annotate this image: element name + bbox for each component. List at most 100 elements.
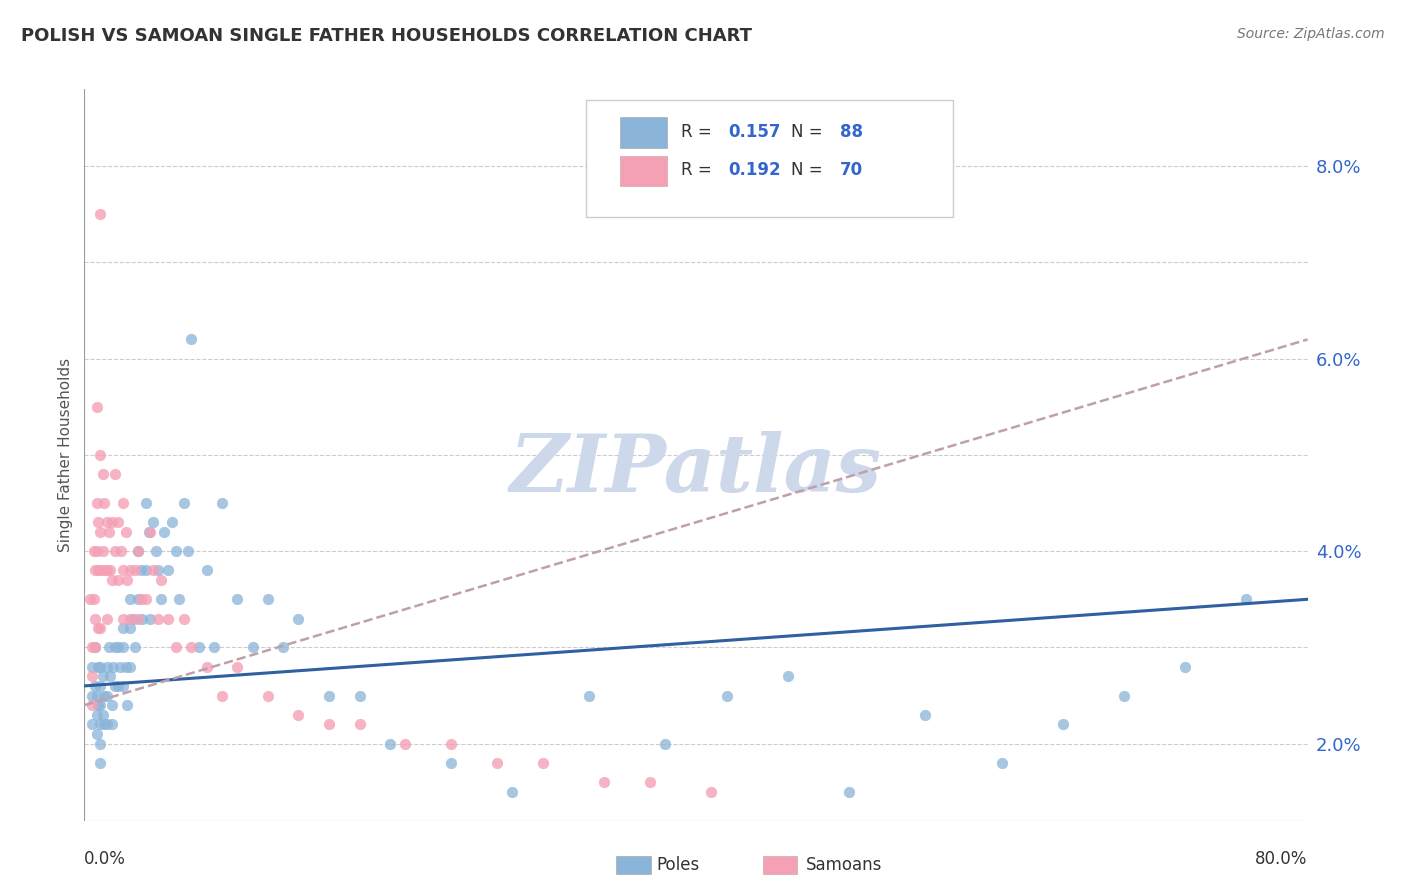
Point bbox=[111, 679, 134, 693]
Point bbox=[271, 640, 294, 655]
Point bbox=[287, 611, 309, 625]
Point bbox=[146, 611, 169, 625]
Point bbox=[486, 756, 509, 770]
Point bbox=[87, 621, 110, 635]
Point bbox=[86, 400, 108, 414]
Point bbox=[211, 496, 233, 510]
Point bbox=[89, 207, 111, 221]
Point bbox=[84, 640, 107, 655]
Point bbox=[101, 573, 124, 587]
Text: Source: ZipAtlas.com: Source: ZipAtlas.com bbox=[1237, 27, 1385, 41]
Point bbox=[91, 669, 114, 683]
FancyBboxPatch shape bbox=[586, 100, 953, 218]
Text: R =: R = bbox=[682, 161, 717, 179]
Point bbox=[349, 689, 371, 703]
Point bbox=[226, 659, 249, 673]
Point bbox=[195, 659, 218, 673]
Point bbox=[97, 524, 120, 539]
Point bbox=[124, 563, 146, 577]
Point bbox=[93, 717, 115, 731]
Point bbox=[127, 544, 149, 558]
Point bbox=[380, 737, 402, 751]
Text: 70: 70 bbox=[841, 161, 863, 179]
Point bbox=[153, 524, 176, 539]
Point bbox=[167, 592, 190, 607]
FancyBboxPatch shape bbox=[616, 855, 651, 874]
Point bbox=[593, 775, 616, 789]
Point bbox=[502, 785, 524, 799]
Point bbox=[173, 496, 195, 510]
Point bbox=[195, 563, 218, 577]
Point bbox=[257, 689, 280, 703]
Point bbox=[104, 544, 127, 558]
Point bbox=[145, 544, 167, 558]
Point bbox=[86, 689, 108, 703]
Point bbox=[80, 659, 103, 673]
Y-axis label: Single Father Households: Single Father Households bbox=[58, 358, 73, 552]
Point bbox=[146, 563, 169, 577]
Point bbox=[86, 544, 108, 558]
Point bbox=[101, 698, 124, 713]
Point bbox=[89, 717, 111, 731]
Point bbox=[226, 592, 249, 607]
Point bbox=[149, 573, 172, 587]
Point bbox=[107, 640, 129, 655]
Point bbox=[131, 611, 153, 625]
Point bbox=[124, 640, 146, 655]
Point bbox=[180, 640, 202, 655]
Point bbox=[120, 592, 142, 607]
Point bbox=[776, 669, 799, 683]
Text: 80.0%: 80.0% bbox=[1256, 849, 1308, 868]
Point bbox=[98, 563, 121, 577]
Point bbox=[257, 592, 280, 607]
Point bbox=[89, 448, 111, 462]
Point bbox=[242, 640, 264, 655]
Point bbox=[103, 659, 125, 673]
Point bbox=[287, 707, 309, 722]
Point bbox=[89, 737, 111, 751]
Text: ZIPatlas: ZIPatlas bbox=[510, 431, 882, 508]
FancyBboxPatch shape bbox=[620, 117, 666, 148]
Point bbox=[96, 689, 118, 703]
Point bbox=[149, 592, 172, 607]
Point bbox=[111, 496, 134, 510]
Point bbox=[107, 679, 129, 693]
Point bbox=[80, 689, 103, 703]
Point bbox=[79, 592, 101, 607]
Point bbox=[716, 689, 738, 703]
Point bbox=[700, 785, 723, 799]
Point bbox=[108, 659, 131, 673]
Point bbox=[120, 611, 142, 625]
Point bbox=[1052, 717, 1074, 731]
Point bbox=[157, 563, 180, 577]
Point bbox=[98, 669, 121, 683]
Point bbox=[394, 737, 416, 751]
Point bbox=[127, 544, 149, 558]
Point bbox=[142, 516, 165, 530]
Text: POLISH VS SAMOAN SINGLE FATHER HOUSEHOLDS CORRELATION CHART: POLISH VS SAMOAN SINGLE FATHER HOUSEHOLD… bbox=[21, 27, 752, 45]
Point bbox=[91, 544, 114, 558]
Point bbox=[84, 611, 107, 625]
Point bbox=[84, 679, 107, 693]
Point bbox=[165, 544, 187, 558]
Point bbox=[96, 659, 118, 673]
Text: 0.192: 0.192 bbox=[728, 161, 780, 179]
Point bbox=[89, 621, 111, 635]
Point bbox=[80, 640, 103, 655]
Point bbox=[318, 717, 340, 731]
Point bbox=[83, 592, 105, 607]
Point bbox=[89, 563, 111, 577]
Point bbox=[111, 640, 134, 655]
Point bbox=[180, 333, 202, 347]
Point bbox=[531, 756, 554, 770]
Point bbox=[142, 563, 165, 577]
Point bbox=[111, 611, 134, 625]
Point bbox=[838, 785, 860, 799]
Text: 0.0%: 0.0% bbox=[84, 849, 127, 868]
Point bbox=[111, 563, 134, 577]
Point bbox=[135, 592, 157, 607]
Point bbox=[160, 516, 183, 530]
Point bbox=[122, 611, 145, 625]
Point bbox=[89, 756, 111, 770]
Point bbox=[638, 775, 661, 789]
